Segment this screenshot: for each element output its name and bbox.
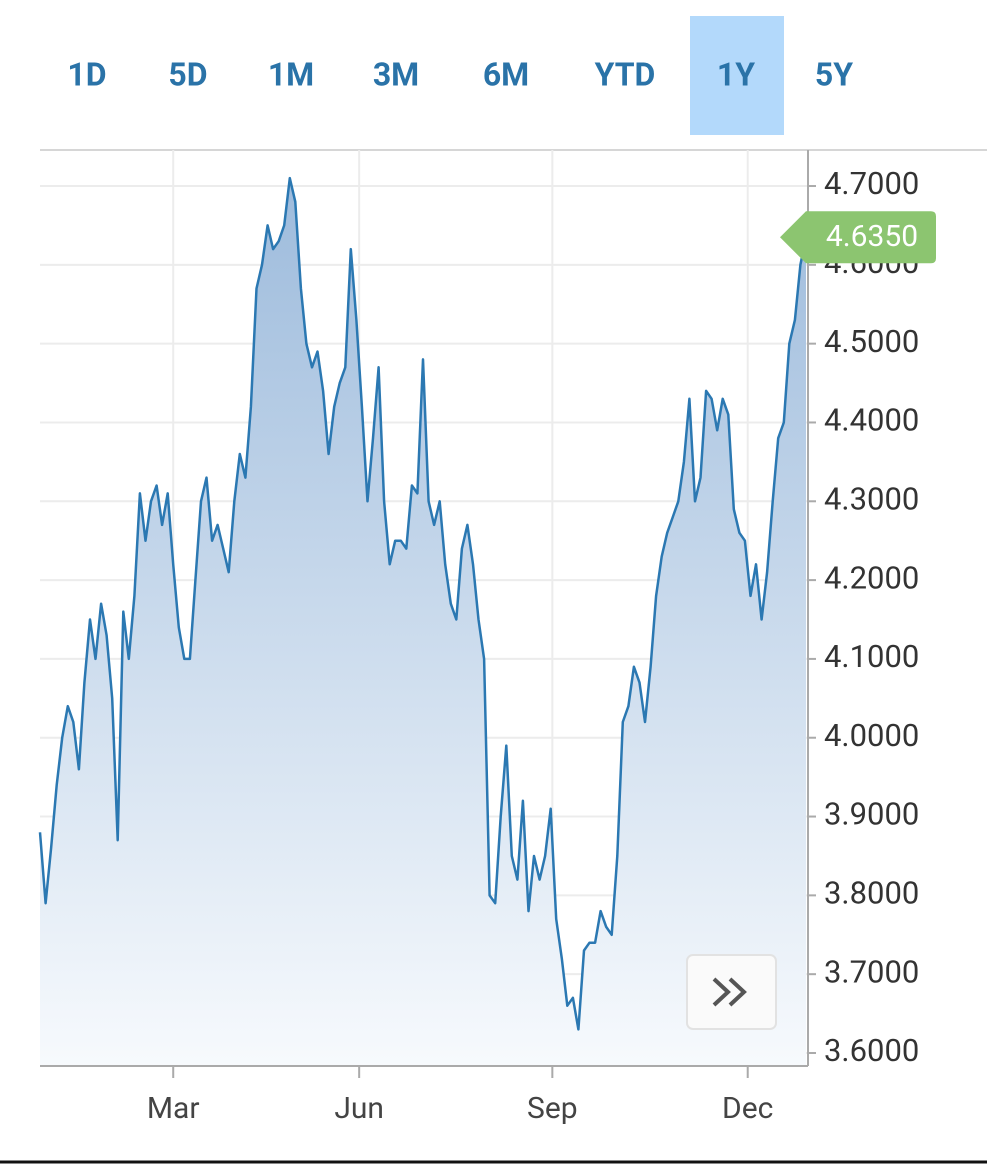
y-tick-label: 4.1000 — [824, 638, 919, 675]
scroll-button[interactable] — [686, 954, 777, 1030]
range-button[interactable]: 3M — [373, 55, 419, 93]
y-tick-label: 4.7000 — [824, 165, 919, 202]
y-tick-label: 3.8000 — [824, 875, 919, 912]
range-buttons: 1D 5D 1M 3M 6M YTD 1Y 5Y — [67, 16, 853, 135]
y-tick-label: 4.2000 — [824, 559, 919, 596]
range-button[interactable]: 5Y — [815, 55, 853, 93]
price-tag-label: 4.6350 — [826, 219, 918, 254]
x-tick-label: Sep — [527, 1091, 578, 1126]
price-line — [38, 176, 808, 1031]
y-tick-label: 4.0000 — [824, 717, 919, 754]
range-button[interactable]: 5D — [168, 55, 207, 93]
price-tag-bg — [780, 211, 936, 264]
scroll-icon — [712, 977, 747, 1007]
y-tick-label: 3.6000 — [824, 1032, 919, 1069]
x-tick-label: Mar — [147, 1091, 200, 1126]
plot — [38, 176, 808, 1067]
y-tick-label: 4.4000 — [824, 402, 919, 439]
x-tick-label: Dec — [722, 1091, 773, 1126]
range-button[interactable]: 1Y — [717, 55, 755, 93]
range-button[interactable]: 1D — [67, 55, 106, 93]
y-tick-label: 4.5000 — [824, 323, 919, 360]
scroll-button-bg[interactable] — [686, 954, 777, 1030]
y-tick-label: 4.3000 — [824, 480, 919, 517]
range-button[interactable]: YTD — [595, 55, 656, 93]
area-fill — [40, 178, 806, 1067]
x-tick-label: Jun — [334, 1091, 384, 1126]
y-tick-label: 3.9000 — [824, 796, 919, 833]
range-button[interactable]: 1M — [268, 55, 314, 93]
range-button[interactable]: 6M — [483, 55, 529, 93]
range-button-selected[interactable] — [690, 16, 784, 135]
y-tick-label: 3.7000 — [824, 953, 919, 990]
